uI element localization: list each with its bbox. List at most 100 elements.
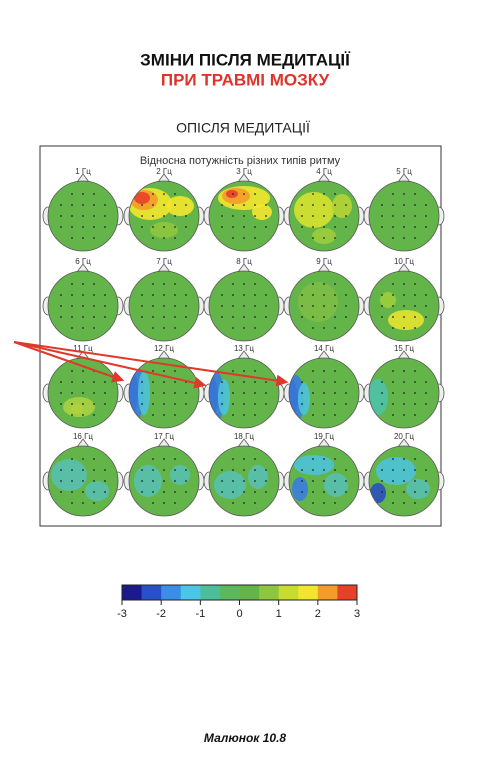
electrode [403, 370, 405, 372]
patch [298, 282, 338, 322]
electrode [323, 305, 325, 307]
electrode [82, 458, 84, 460]
electrode [232, 469, 234, 471]
electrode [254, 458, 256, 460]
electrode [93, 305, 95, 307]
electrode [254, 381, 256, 383]
electrode [312, 392, 314, 394]
electrode [152, 193, 154, 195]
electrode [414, 370, 416, 372]
colorbar-tick-label: 0 [236, 608, 242, 620]
electrode [414, 237, 416, 239]
electrode [323, 226, 325, 228]
electrode [265, 480, 267, 482]
electrode [323, 316, 325, 318]
electrode [254, 327, 256, 329]
electrode [265, 226, 267, 228]
electrode [141, 305, 143, 307]
electrode [345, 392, 347, 394]
electrode [254, 204, 256, 206]
electrode [312, 316, 314, 318]
electrode [152, 226, 154, 228]
electrode [323, 327, 325, 329]
electrode [152, 381, 154, 383]
electrode [232, 491, 234, 493]
electrode [71, 283, 73, 285]
electrode [163, 226, 165, 228]
electrode [71, 469, 73, 471]
panel-title: Відносна потужність різних типів ритму [140, 155, 341, 167]
electrode [82, 502, 84, 504]
electrode [93, 316, 95, 318]
electrode [93, 294, 95, 296]
electrode [221, 316, 223, 318]
electrode [334, 392, 336, 394]
electrode [93, 381, 95, 383]
electrode [345, 469, 347, 471]
patch [226, 190, 238, 198]
electrode [345, 316, 347, 318]
electrode [323, 237, 325, 239]
electrode [163, 215, 165, 217]
electrode [152, 316, 154, 318]
colorbar-tick-label: 3 [354, 608, 360, 620]
scalp-outline [288, 357, 360, 429]
electrode [82, 316, 84, 318]
electrode [82, 370, 84, 372]
electrode [392, 204, 394, 206]
electrode [163, 294, 165, 296]
electrode [381, 215, 383, 217]
electrode [152, 491, 154, 493]
head-label: 1 Гц [75, 167, 91, 176]
electrode [221, 226, 223, 228]
electrode [425, 226, 427, 228]
electrode [425, 305, 427, 307]
electrode [312, 226, 314, 228]
electrode [334, 403, 336, 405]
patch [248, 465, 268, 489]
electrode [185, 215, 187, 217]
electrode [232, 480, 234, 482]
head-label: 9 Гц [316, 257, 332, 266]
electrode [381, 392, 383, 394]
patch [134, 192, 150, 204]
electrode [221, 305, 223, 307]
electrode [345, 403, 347, 405]
patch [332, 194, 352, 218]
scalp-outline [368, 270, 440, 342]
electrode [403, 502, 405, 504]
electrode [243, 327, 245, 329]
head: 9 Гц [283, 257, 365, 342]
electrode [152, 502, 154, 504]
electrode [141, 204, 143, 206]
head: 5 Гц [363, 167, 445, 252]
electrode [312, 480, 314, 482]
electrode [93, 480, 95, 482]
head-label: 6 Гц [75, 257, 91, 266]
electrode [243, 215, 245, 217]
electrode [232, 294, 234, 296]
colorbar-segment [337, 585, 358, 600]
electrode [301, 381, 303, 383]
electrode [174, 193, 176, 195]
electrode [323, 215, 325, 217]
electrode [414, 226, 416, 228]
electrode [104, 294, 106, 296]
electrode [312, 381, 314, 383]
electrode [243, 381, 245, 383]
electrode [174, 491, 176, 493]
electrode [392, 226, 394, 228]
electrode [403, 226, 405, 228]
electrode [82, 414, 84, 416]
electrode [254, 215, 256, 217]
electrode [323, 414, 325, 416]
electrode [104, 392, 106, 394]
electrode [163, 237, 165, 239]
electrode [232, 370, 234, 372]
subtitle: ПРИ ТРАВМІ МОЗКУ [161, 70, 330, 89]
topomap [51, 459, 109, 501]
electrode [71, 316, 73, 318]
electrode [265, 392, 267, 394]
electrode [93, 193, 95, 195]
electrode [334, 480, 336, 482]
